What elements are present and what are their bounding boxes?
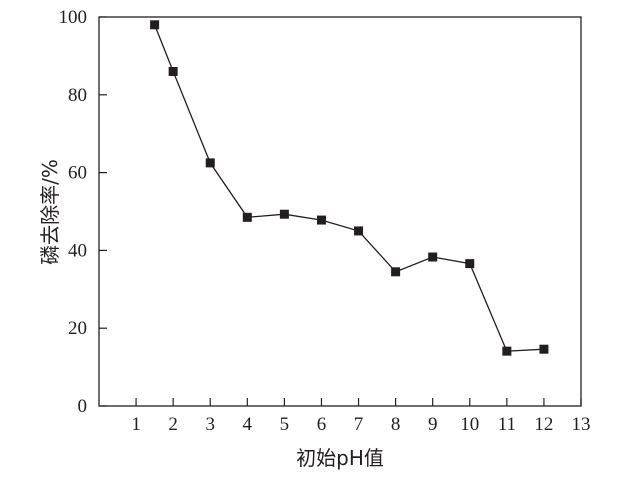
x-tick-label-3: 3 (205, 414, 215, 435)
x-tick-label-2: 2 (168, 414, 178, 435)
y-tick-label-0: 0 (78, 396, 88, 417)
data-point (168, 66, 178, 76)
plot-frame (98, 16, 582, 407)
y-tick-label-20: 20 (68, 318, 87, 339)
y-tick-label-100: 100 (59, 7, 88, 28)
x-tick-label-8: 8 (391, 414, 401, 435)
x-tick-label-6: 6 (317, 414, 327, 435)
x-tick-label-12: 12 (534, 414, 553, 435)
x-tick-label-4: 4 (243, 414, 253, 435)
x-axis-title: 初始pH值 (296, 446, 384, 470)
y-tick-label-80: 80 (68, 85, 87, 106)
x-tick-label-7: 7 (354, 414, 364, 435)
data-point (354, 226, 364, 236)
data-point (150, 20, 160, 30)
data-point (316, 215, 326, 225)
data-point (279, 209, 289, 219)
series-line (153, 24, 544, 352)
x-tick-label-5: 5 (280, 414, 290, 435)
y-axis-ticks: 0 20 40 60 80 100 (59, 7, 107, 417)
y-tick-label-60: 60 (68, 163, 87, 184)
x-tick-label-13: 13 (572, 414, 591, 435)
data-point (539, 344, 549, 354)
x-tick-label-11: 11 (498, 414, 516, 435)
x-tick-label-1: 1 (131, 414, 141, 435)
data-point (205, 158, 215, 168)
data-point (465, 259, 475, 269)
data-point (391, 267, 401, 277)
series (150, 20, 549, 356)
y-tick-label-40: 40 (68, 240, 87, 261)
x-tick-label-9: 9 (428, 414, 438, 435)
data-point (242, 212, 252, 222)
y-axis-title: 磷去除率/% (38, 159, 62, 265)
x-axis-ticks: 1 2 3 4 5 6 7 8 9 10 11 12 13 (131, 398, 591, 435)
data-point (502, 346, 512, 356)
data-point (428, 252, 438, 262)
axes (98, 16, 582, 407)
x-tick-label-10: 10 (460, 414, 479, 435)
